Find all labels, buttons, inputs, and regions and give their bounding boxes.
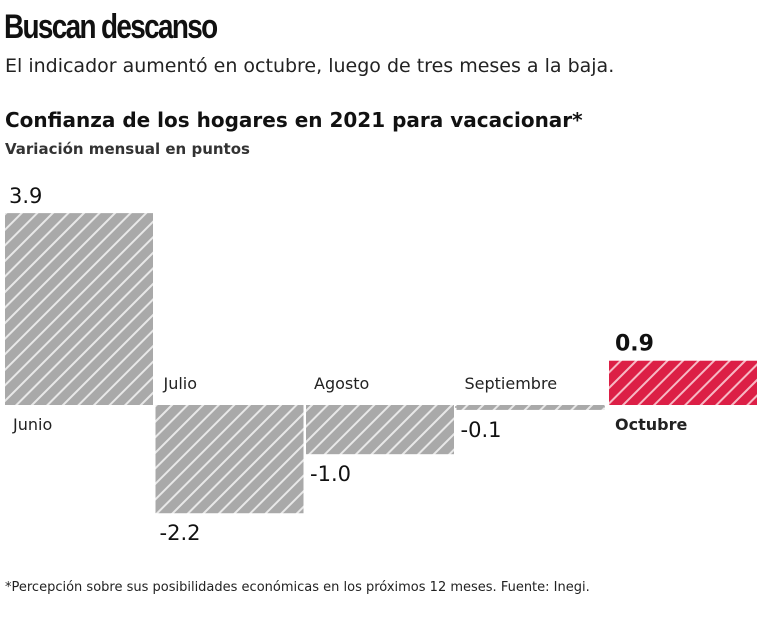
bar-agosto [306, 405, 454, 455]
value-label: -1.0 [310, 462, 351, 486]
category-label: Junio [12, 415, 52, 434]
category-label: Agosto [314, 374, 369, 393]
category-label: Julio [163, 374, 198, 393]
page-subtitle: El indicador aumentó en octubre, luego d… [5, 55, 615, 77]
value-label: 0.9 [615, 332, 654, 357]
bar-junio [5, 213, 153, 405]
chart-subtitle: Variación mensual en puntos [5, 140, 250, 158]
value-label: -2.2 [160, 521, 201, 545]
bar-septiembre [456, 405, 605, 410]
value-label: -0.1 [461, 418, 502, 442]
page-title: Buscan descanso [4, 8, 218, 46]
value-label: 3.9 [9, 184, 42, 208]
footnote: *Percepción sobre sus posibilidades econ… [5, 580, 590, 595]
bar-octubre [609, 360, 757, 405]
bar-julio [155, 405, 304, 514]
category-label: Octubre [615, 415, 687, 434]
chart-title: Confianza de los hogares en 2021 para va… [5, 108, 583, 132]
category-label: Septiembre [465, 374, 558, 393]
